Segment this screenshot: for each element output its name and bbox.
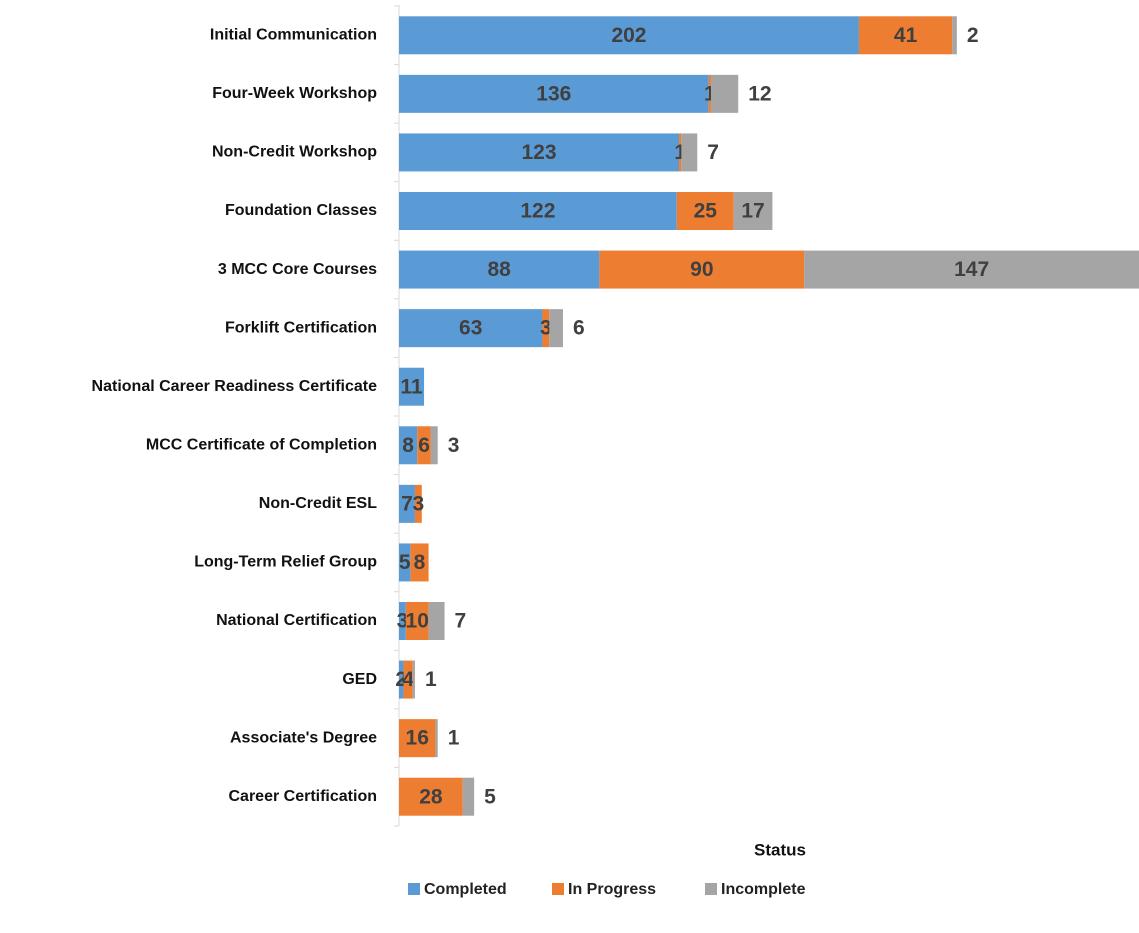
data-label: 17 [741, 200, 764, 223]
bar-segment [435, 719, 438, 758]
y-tick-label: Foundation Classes [225, 202, 377, 219]
bar-segment [679, 133, 682, 172]
data-label: 3 [397, 610, 409, 633]
bar-segment [417, 426, 431, 465]
data-label: 7 [707, 141, 719, 164]
bar-segment [676, 192, 734, 230]
bar-segment [804, 250, 1139, 289]
data-label: 12 [748, 82, 771, 105]
data-label: 16 [406, 727, 429, 750]
data-label: 6 [573, 317, 585, 340]
bar-segment [428, 602, 445, 640]
y-tick-label: Non-Credit Workshop [212, 144, 377, 161]
bar-segment [414, 484, 422, 523]
y-tick-label: 3 MCC Core Courses [218, 261, 377, 278]
data-label: 2 [395, 668, 407, 691]
data-label: 122 [520, 200, 555, 223]
y-tick-label: Non-Credit ESL [259, 495, 377, 512]
data-label: 63 [459, 317, 482, 340]
data-label: 88 [488, 258, 512, 281]
data-label: 25 [694, 200, 718, 223]
bar-segment [399, 74, 709, 113]
bar-segment [599, 250, 805, 289]
bar-segment [403, 660, 413, 699]
data-label: 28 [419, 785, 443, 808]
data-label: 90 [690, 258, 713, 281]
legend-swatch [408, 883, 420, 895]
data-label: 11 [400, 375, 423, 398]
bar-segment [858, 16, 953, 55]
bar-segment [542, 309, 550, 348]
bar-segment [399, 426, 418, 465]
bar-segment [399, 660, 404, 699]
bar-segment [399, 309, 543, 348]
bar-segment [733, 192, 773, 230]
data-label: 3 [540, 317, 552, 340]
bar-segment [410, 543, 429, 582]
y-tick-label: MCC Certificate of Completion [146, 437, 377, 454]
data-label: 41 [894, 24, 918, 47]
data-label: 10 [406, 610, 429, 633]
y-tick-label: Initial Communication [210, 27, 377, 44]
y-tick-label: Four-Week Workshop [212, 85, 377, 102]
data-label: 3 [448, 434, 460, 457]
y-tick-label: National Career Readiness Certificate [92, 378, 378, 395]
y-tick-label: National Certification [216, 612, 377, 629]
bar-segment [399, 133, 680, 172]
data-label: 8 [414, 551, 426, 574]
bar-segment [549, 309, 563, 348]
data-label: 202 [611, 24, 646, 47]
bar-segment [399, 719, 436, 758]
data-label: 123 [522, 141, 557, 164]
legend-swatch [705, 883, 717, 895]
legend-label: Completed [424, 881, 507, 898]
bar-segment [708, 74, 711, 113]
bar-segment [399, 250, 600, 289]
data-label: 1 [425, 668, 437, 691]
data-label: 7 [401, 492, 413, 515]
data-label: 147 [954, 258, 989, 281]
data-label: 7 [455, 610, 467, 633]
bar-segment [399, 367, 425, 406]
bar-segment [952, 16, 957, 55]
data-label: 8 [402, 434, 414, 457]
legend-label: In Progress [568, 881, 656, 898]
data-label: 6 [418, 434, 430, 457]
bar-segment [412, 660, 415, 699]
bar-segment [710, 74, 739, 113]
y-tick-label: GED [342, 671, 377, 688]
bar-segment [399, 16, 859, 55]
bar-segment [399, 192, 677, 230]
x-axis-title: Status [754, 840, 806, 859]
data-label: 136 [536, 82, 571, 105]
bar-segment [399, 602, 406, 640]
data-label: 1 [448, 727, 460, 750]
y-tick-label: Career Certification [229, 788, 378, 805]
data-label: 4 [402, 668, 414, 691]
legend-label: Incomplete [721, 881, 806, 898]
bar-segment [405, 602, 429, 640]
legend-swatch [552, 883, 564, 895]
bar-segment [399, 484, 415, 523]
data-label: 3 [413, 492, 425, 515]
bar-segment [681, 133, 698, 172]
bar-segment [430, 426, 438, 465]
y-tick-label: Associate's Degree [230, 729, 377, 746]
y-tick-label: Forklift Certification [225, 319, 377, 336]
bar-segment [399, 543, 411, 582]
bar-segment [462, 777, 475, 816]
data-label: 5 [484, 785, 496, 808]
y-tick-label: Long-Term Relief Group [194, 554, 377, 571]
data-label: 2 [967, 24, 979, 47]
data-label: 5 [399, 551, 411, 574]
bar-segment [399, 777, 463, 816]
